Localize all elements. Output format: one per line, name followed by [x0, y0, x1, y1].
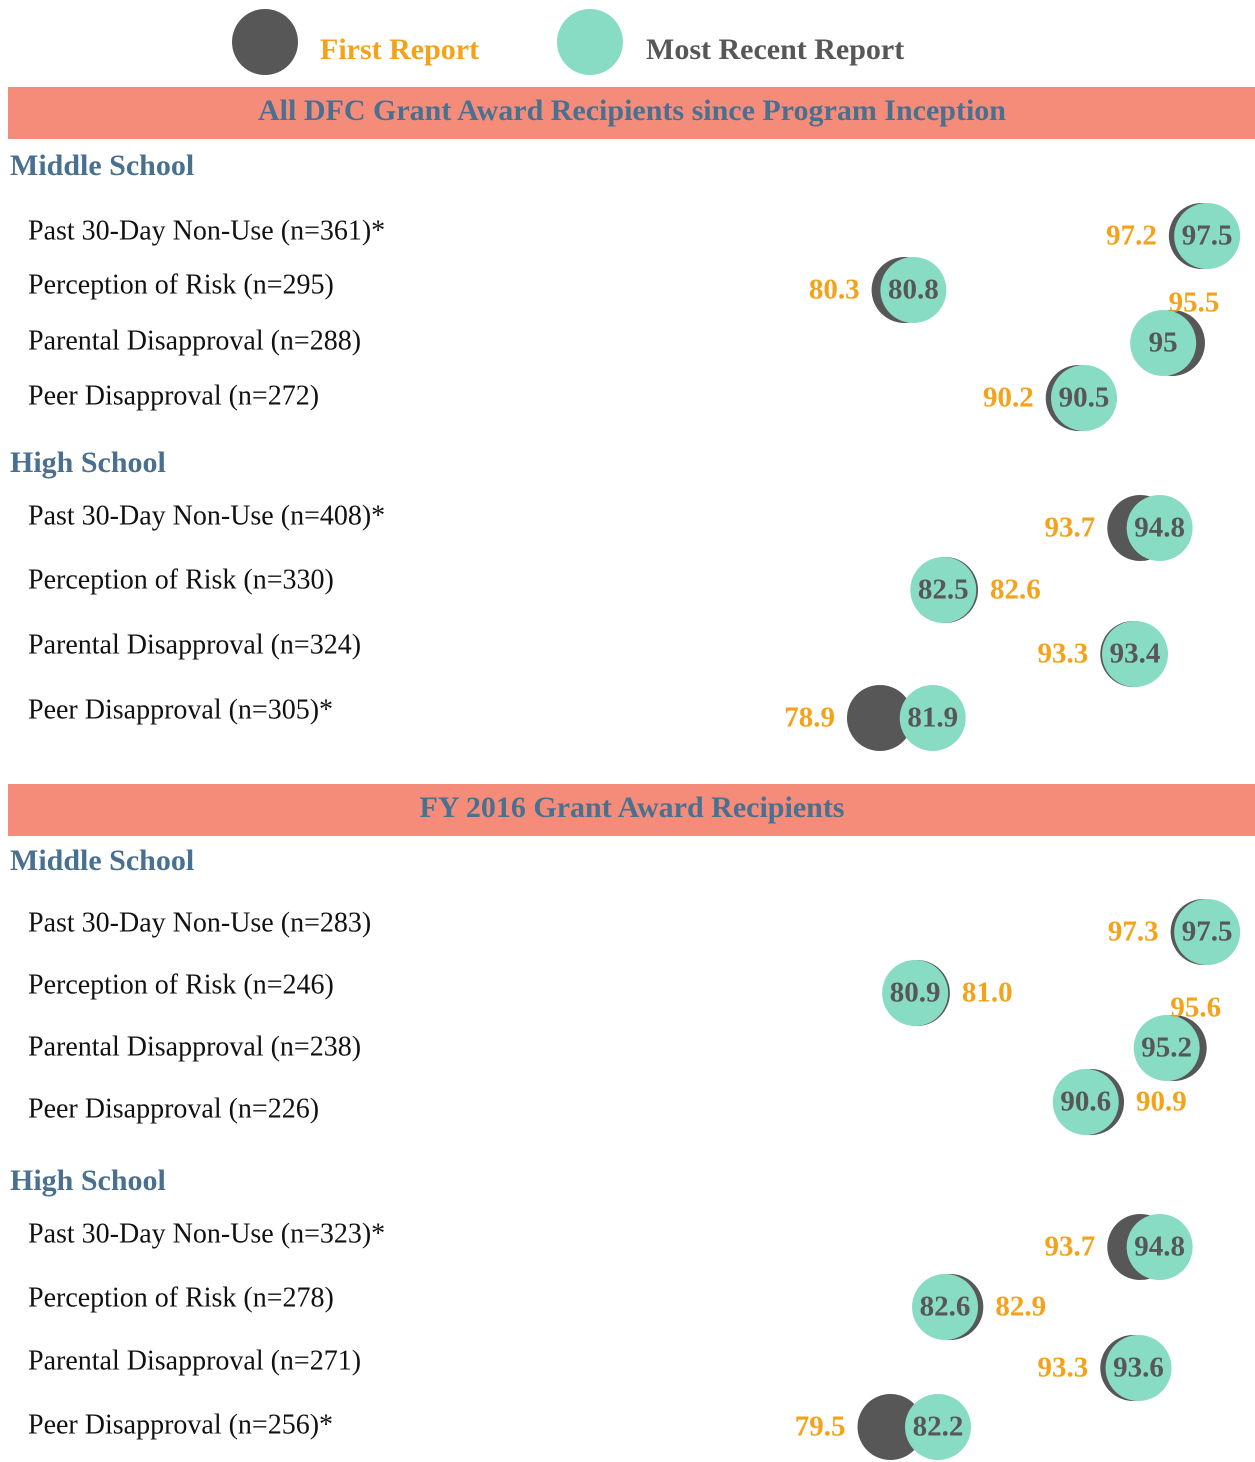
first-label: 80.3 — [809, 274, 860, 306]
recent-dot — [1051, 365, 1117, 431]
section-header — [8, 87, 1255, 139]
row-label: Peer Disapproval (n=256)* — [28, 1409, 333, 1440]
recent-label: 90.5 — [1059, 382, 1110, 414]
group-title: Middle School — [10, 844, 194, 877]
recent-dot — [905, 1394, 971, 1460]
row-label: Parental Disapproval (n=238) — [28, 1031, 361, 1062]
recent-label: 80.8 — [888, 274, 939, 306]
first-label: 95.6 — [1170, 992, 1221, 1024]
recent-label: 82.6 — [920, 1291, 971, 1323]
recent-label: 82.5 — [918, 574, 969, 606]
recent-dot — [912, 1274, 979, 1340]
recent-dot — [1174, 203, 1241, 269]
first-label: 97.3 — [1108, 916, 1159, 948]
first-dot — [846, 685, 913, 751]
recent-label: 94.8 — [1134, 1231, 1185, 1263]
recent-label: 97.5 — [1182, 916, 1233, 948]
group-title: Middle School — [10, 149, 194, 182]
row-label: Past 30-Day Non-Use (n=283) — [28, 907, 371, 938]
row-label: Perception of Risk (n=330) — [28, 564, 334, 595]
first-label: 93.3 — [1038, 1352, 1089, 1384]
first-label: 97.2 — [1106, 220, 1157, 252]
recent-dot — [1126, 495, 1193, 561]
recent-dot — [1133, 1015, 1200, 1081]
recent-label: 80.9 — [890, 977, 941, 1009]
recent-label: 93.6 — [1113, 1352, 1164, 1384]
recent-dot — [1105, 1335, 1172, 1401]
recent-label: 94.8 — [1134, 512, 1185, 544]
recent-label: 97.5 — [1182, 220, 1233, 252]
row-label: Perception of Risk (n=246) — [28, 969, 334, 1000]
first-label: 93.3 — [1038, 638, 1089, 670]
first-dot — [857, 1394, 924, 1460]
row-label: Peer Disapproval (n=272) — [28, 380, 319, 411]
first-label: 82.6 — [990, 574, 1041, 606]
recent-label: 93.4 — [1110, 638, 1161, 670]
recent-dot — [880, 257, 947, 323]
first-label: 90.9 — [1136, 1086, 1187, 1118]
section-title: FY 2016 Grant Award Recipients — [420, 791, 845, 824]
recent-label: 82.2 — [913, 1411, 964, 1443]
recent-dot — [910, 557, 977, 623]
section-title: All DFC Grant Award Recipients since Pro… — [258, 94, 1006, 127]
recent-dot — [1174, 899, 1241, 965]
first-label: 78.9 — [784, 702, 835, 734]
recent-dot — [899, 685, 966, 751]
first-label: 95.5 — [1169, 287, 1220, 319]
recent-dot — [1102, 621, 1169, 687]
legend-label: Most Recent Report — [646, 33, 904, 66]
group-title: High School — [10, 446, 166, 479]
first-label: 81.0 — [962, 977, 1013, 1009]
row-label: Parental Disapproval (n=288) — [28, 325, 361, 356]
first-label: 93.7 — [1045, 512, 1096, 544]
first-label: 82.9 — [995, 1291, 1046, 1323]
row-label: Peer Disapproval (n=226) — [28, 1093, 319, 1124]
recent-dot — [882, 960, 949, 1026]
first-label: 93.7 — [1045, 1231, 1096, 1263]
recent-label: 95.2 — [1141, 1032, 1192, 1064]
legend-label: First Report — [320, 33, 479, 66]
row-label: Past 30-Day Non-Use (n=323)* — [28, 1218, 385, 1249]
row-label: Past 30-Day Non-Use (n=361)* — [28, 215, 385, 246]
group-title: High School — [10, 1164, 166, 1197]
section-header — [8, 784, 1255, 836]
row-label: Perception of Risk (n=278) — [28, 1282, 334, 1313]
row-label: Peer Disapproval (n=305)* — [28, 694, 333, 725]
recent-label: 95 — [1149, 327, 1178, 359]
row-label: Perception of Risk (n=295) — [28, 269, 334, 300]
recent-label: 81.9 — [907, 702, 958, 734]
recent-dot — [1052, 1069, 1119, 1135]
row-label: Parental Disapproval (n=324) — [28, 629, 361, 660]
row-label: Parental Disapproval (n=271) — [28, 1345, 361, 1376]
recent-dot — [1126, 1214, 1193, 1280]
first-label: 79.5 — [795, 1411, 846, 1443]
first-label: 90.2 — [983, 382, 1034, 414]
legend-swatch — [557, 9, 623, 75]
legend-swatch — [232, 9, 298, 75]
recent-label: 90.6 — [1060, 1086, 1111, 1118]
row-label: Past 30-Day Non-Use (n=408)* — [28, 500, 385, 531]
recent-dot — [1130, 310, 1197, 376]
